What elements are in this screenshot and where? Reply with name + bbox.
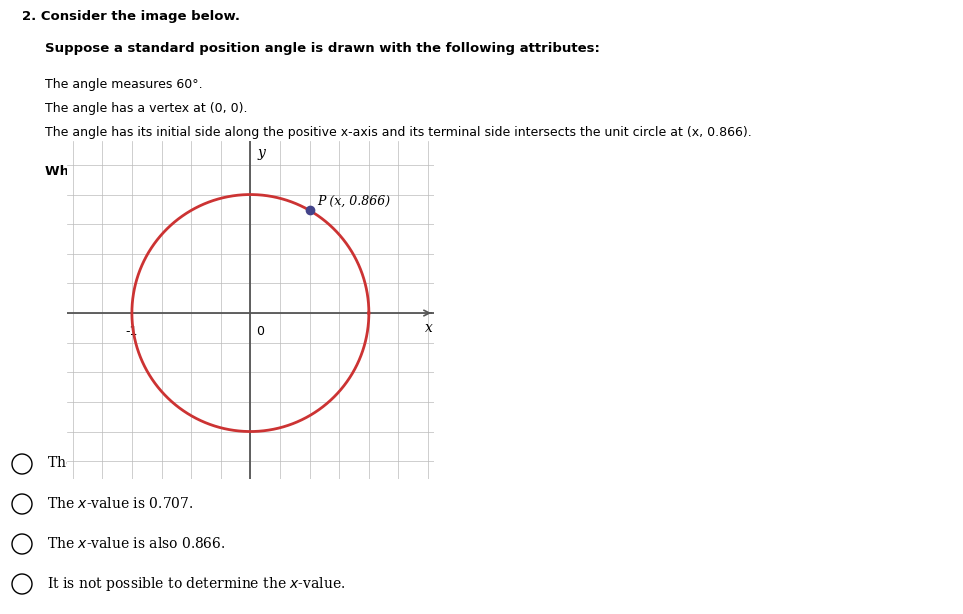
Text: y: y (257, 146, 266, 160)
Text: The $x$-value is $\dfrac{1}{2}$.: The $x$-value is $\dfrac{1}{2}$. (47, 450, 165, 478)
Text: P (x, 0.866): P (x, 0.866) (317, 195, 390, 208)
Text: What is the x-value of this point?: What is the x-value of this point? (45, 165, 294, 178)
Text: 0: 0 (256, 325, 264, 338)
Text: The $x$-value is also 0.866.: The $x$-value is also 0.866. (47, 537, 225, 551)
Text: -1: -1 (126, 325, 138, 338)
Text: The $x$-value is 0.707.: The $x$-value is 0.707. (47, 497, 194, 511)
Text: It is not possible to determine the $x$-value.: It is not possible to determine the $x$-… (47, 575, 346, 593)
Text: x: x (426, 321, 433, 335)
Text: Suppose a standard position angle is drawn with the following attributes:: Suppose a standard position angle is dra… (45, 42, 600, 55)
Text: The angle has its initial side along the positive x-axis and its terminal side i: The angle has its initial side along the… (45, 126, 752, 139)
Text: The angle measures 60°.: The angle measures 60°. (45, 78, 202, 91)
Text: The angle has a vertex at (0, 0).: The angle has a vertex at (0, 0). (45, 102, 247, 115)
Text: 2. Consider the image below.: 2. Consider the image below. (22, 10, 240, 23)
